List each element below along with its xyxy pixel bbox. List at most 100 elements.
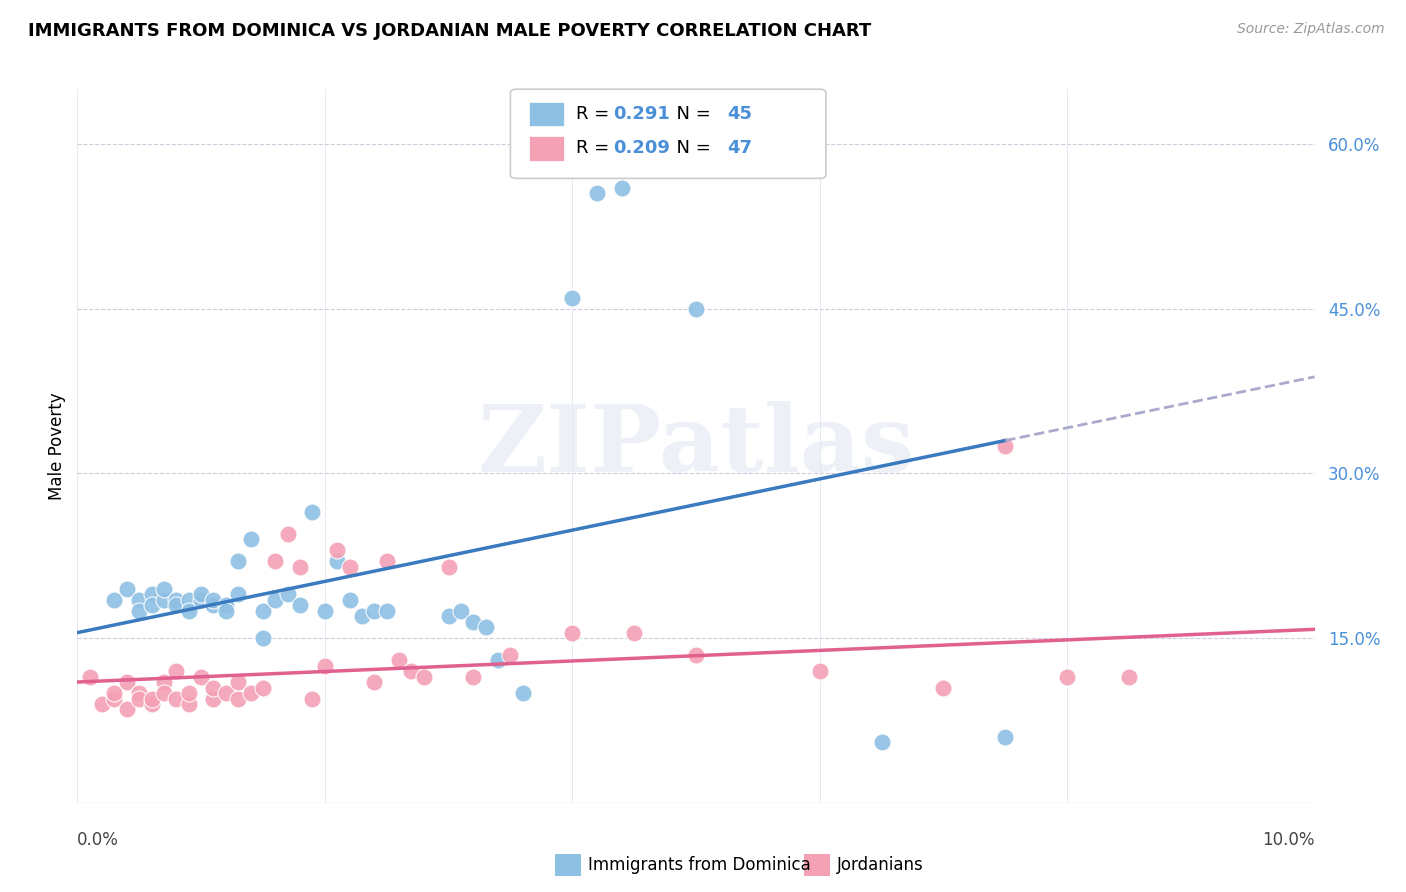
Point	[375, 554, 398, 568]
Point	[326, 554, 349, 568]
Text: R =: R =	[576, 105, 614, 123]
Point	[215, 604, 238, 618]
Point	[153, 582, 176, 596]
Point	[870, 735, 893, 749]
Point	[141, 691, 163, 706]
Point	[1118, 669, 1140, 683]
Point	[388, 653, 411, 667]
Point	[994, 439, 1017, 453]
FancyBboxPatch shape	[510, 89, 825, 178]
Point	[190, 587, 212, 601]
Point	[128, 604, 150, 618]
Point	[474, 620, 496, 634]
Point	[437, 609, 460, 624]
Point	[463, 615, 485, 629]
Point	[412, 669, 434, 683]
Point	[239, 686, 262, 700]
Point	[165, 592, 187, 607]
Point	[115, 702, 138, 716]
Point	[264, 592, 287, 607]
Point	[165, 664, 187, 678]
Point	[277, 526, 299, 541]
Text: Immigrants from Dominica: Immigrants from Dominica	[588, 856, 810, 874]
Point	[226, 691, 249, 706]
Point	[141, 587, 163, 601]
Point	[932, 681, 955, 695]
Point	[226, 587, 249, 601]
Point	[239, 533, 262, 547]
Point	[103, 691, 125, 706]
Point	[437, 559, 460, 574]
Point	[512, 686, 534, 700]
Text: N =: N =	[665, 105, 717, 123]
Point	[561, 291, 583, 305]
Point	[115, 582, 138, 596]
Point	[610, 181, 633, 195]
Point	[190, 592, 212, 607]
Point	[128, 691, 150, 706]
Point	[202, 691, 225, 706]
Point	[202, 592, 225, 607]
Point	[165, 598, 187, 612]
Point	[301, 691, 323, 706]
Point	[252, 604, 274, 618]
Point	[177, 686, 200, 700]
Point	[486, 653, 509, 667]
Point	[375, 604, 398, 618]
Point	[288, 598, 311, 612]
Point	[339, 559, 361, 574]
Point	[215, 686, 238, 700]
Text: 47: 47	[727, 139, 752, 157]
Point	[994, 730, 1017, 744]
Text: N =: N =	[665, 139, 717, 157]
Point	[91, 697, 114, 711]
Text: Jordanians: Jordanians	[837, 856, 924, 874]
Point	[561, 625, 583, 640]
Point	[128, 686, 150, 700]
Point	[339, 592, 361, 607]
Text: 45: 45	[727, 105, 752, 123]
Point	[190, 669, 212, 683]
Text: 10.0%: 10.0%	[1263, 831, 1315, 849]
Point	[153, 686, 176, 700]
Point	[252, 681, 274, 695]
Text: R =: R =	[576, 139, 614, 157]
Point	[141, 697, 163, 711]
Point	[350, 609, 373, 624]
Text: 0.291: 0.291	[613, 105, 669, 123]
Point	[202, 681, 225, 695]
Point	[226, 675, 249, 690]
FancyBboxPatch shape	[529, 102, 564, 127]
Y-axis label: Male Poverty: Male Poverty	[48, 392, 66, 500]
Text: IMMIGRANTS FROM DOMINICA VS JORDANIAN MALE POVERTY CORRELATION CHART: IMMIGRANTS FROM DOMINICA VS JORDANIAN MA…	[28, 22, 872, 40]
Point	[252, 631, 274, 645]
Point	[153, 592, 176, 607]
Point	[586, 186, 609, 201]
Point	[301, 505, 323, 519]
Point	[115, 675, 138, 690]
Point	[141, 598, 163, 612]
Point	[103, 686, 125, 700]
Point	[326, 543, 349, 558]
Point	[177, 697, 200, 711]
Point	[153, 675, 176, 690]
Point	[499, 648, 522, 662]
Point	[401, 664, 423, 678]
Point	[808, 664, 831, 678]
Text: 0.0%: 0.0%	[77, 831, 120, 849]
Point	[202, 598, 225, 612]
Point	[128, 592, 150, 607]
Point	[623, 625, 645, 640]
Point	[177, 592, 200, 607]
Point	[314, 604, 336, 618]
Point	[363, 604, 385, 618]
Point	[165, 691, 187, 706]
Text: 0.209: 0.209	[613, 139, 669, 157]
Point	[1056, 669, 1078, 683]
Point	[288, 559, 311, 574]
Point	[264, 554, 287, 568]
Point	[277, 587, 299, 601]
Point	[103, 592, 125, 607]
Point	[177, 604, 200, 618]
Point	[685, 648, 707, 662]
